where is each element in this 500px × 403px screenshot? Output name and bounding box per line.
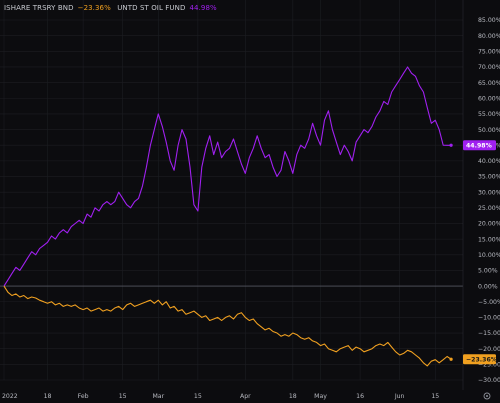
y-tick-label: 25.00% <box>478 205 500 212</box>
y-tick-label: 20.00% <box>478 221 500 228</box>
y-tick-label: −10.00% <box>478 315 500 322</box>
legend: ISHARE TRSRY BND −23.36% UNTD ST OIL FUND… <box>4 4 221 12</box>
series-layer <box>3 66 453 367</box>
series-endpoint <box>449 143 453 147</box>
x-axis[interactable]: 2022 18 Feb 15 Mar 15 Apr 18 May 16 Jun 15 <box>2 393 439 400</box>
series-line-oil[interactable] <box>3 66 452 287</box>
x-tick-label: Feb <box>78 393 89 400</box>
x-tick-label: Jun <box>394 393 405 400</box>
oil-badge-label: 44.98% <box>466 142 492 149</box>
legend-bond-value: −23.36% <box>77 4 111 12</box>
y-tick-label: 0.00% <box>478 283 498 290</box>
y-tick-label: 15.00% <box>478 236 500 243</box>
y-tick-label: 70.00% <box>478 64 500 71</box>
y-tick-label: 55.00% <box>478 111 500 118</box>
x-tick-label: 15 <box>194 393 202 400</box>
gear-icon[interactable] <box>483 392 491 400</box>
bond-badge-label: −23.36% <box>466 356 497 363</box>
y-tick-label: 60.00% <box>478 95 500 102</box>
y-tick-label: −25.00% <box>478 362 500 369</box>
x-tick-label: Apr <box>240 393 251 400</box>
y-tick-label: −15.00% <box>478 330 500 337</box>
legend-oil-value: 44.98% <box>189 4 217 12</box>
y-tick-label: 10.00% <box>478 252 500 259</box>
series-endpoint <box>449 357 453 361</box>
y-tick-label: 30.00% <box>478 189 500 196</box>
oil-last-value-badge: 44.98% <box>463 140 496 151</box>
bond-last-value-badge: −23.36% <box>463 354 497 365</box>
y-tick-label: −5.00% <box>478 299 500 306</box>
y-tick-label: 80.00% <box>478 33 500 40</box>
x-tick-label: 15 <box>119 393 127 400</box>
x-tick-label: Mar <box>152 393 164 400</box>
legend-oil-label[interactable]: UNTD ST OIL FUND <box>117 4 186 12</box>
grid-lines <box>0 0 463 381</box>
x-tick-label: 15 <box>431 393 439 400</box>
legend-bond-label[interactable]: ISHARE TRSRY BND <box>4 4 74 12</box>
y-axis[interactable]: 85.00% 80.00% 75.00% 70.00% 65.00% 60.00% 55.0… <box>478 17 500 384</box>
y-tick-label: 85.00% <box>478 17 500 24</box>
series-line-bond[interactable] <box>3 285 452 367</box>
x-tick-label: 18 <box>44 393 52 400</box>
x-tick-label: 2022 <box>2 393 18 400</box>
y-tick-label: 50.00% <box>478 127 500 134</box>
y-tick-label: 5.00% <box>478 268 498 275</box>
x-tick-label: 16 <box>356 393 364 400</box>
y-tick-label: 65.00% <box>478 80 500 87</box>
y-tick-label: 35.00% <box>478 174 500 181</box>
y-tick-label: 40.00% <box>478 158 500 165</box>
y-tick-label: −30.00% <box>478 377 500 384</box>
x-tick-label: May <box>314 393 327 400</box>
y-tick-label: −20.00% <box>478 346 500 353</box>
x-tick-label: 18 <box>289 393 297 400</box>
y-tick-label: 75.00% <box>478 49 500 56</box>
